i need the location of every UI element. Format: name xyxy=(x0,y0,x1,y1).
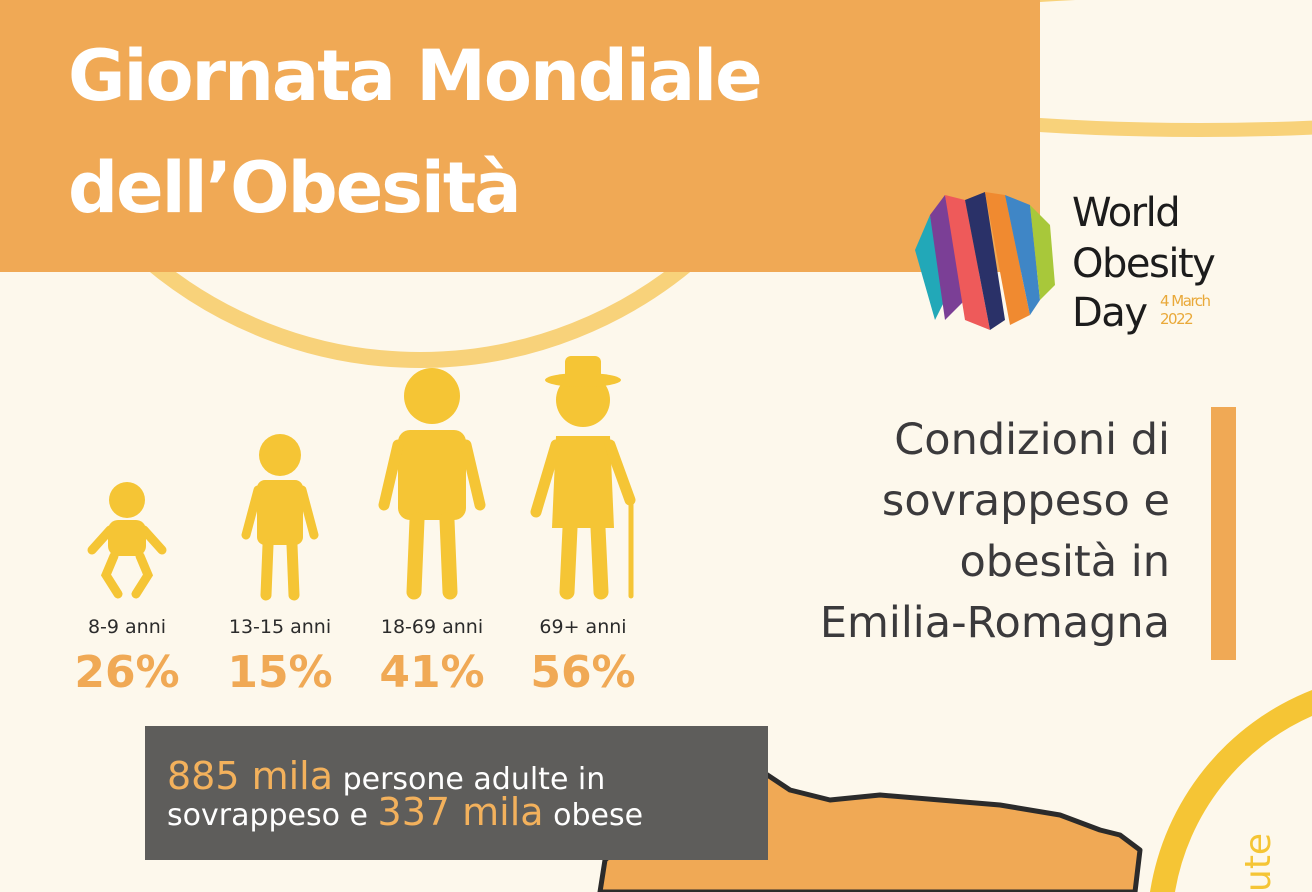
age-label: 69+ anni xyxy=(539,616,626,638)
header-band xyxy=(0,0,1040,272)
figures xyxy=(87,356,636,601)
age-label: 13-15 anni xyxy=(229,616,331,638)
age-value: 56% xyxy=(530,647,635,698)
arc xyxy=(1150,690,1312,892)
subtitle: sovrappeso e xyxy=(882,476,1170,526)
accent-bar xyxy=(1211,407,1236,660)
stat-text: sovrappeso e xyxy=(167,798,368,833)
age-value: 26% xyxy=(74,647,179,698)
stat-box xyxy=(145,726,768,860)
subtitle: obesità in xyxy=(960,537,1171,587)
stat-line: 885 mila persone adulte in xyxy=(167,754,605,798)
logo-text: World xyxy=(1072,190,1179,236)
logo-text: Obesity xyxy=(1072,241,1215,287)
logo-date: 2022 xyxy=(1160,310,1193,328)
logo-date: 4 March xyxy=(1160,292,1211,310)
side-text: ute xyxy=(1238,833,1279,892)
title: dell’Obesità xyxy=(68,147,520,229)
stat-text: obese xyxy=(553,798,643,833)
subtitle: Condizioni di xyxy=(894,415,1170,465)
age-label: 18-69 anni xyxy=(381,616,483,638)
stat-highlight: 337 mila xyxy=(378,790,544,834)
subtitle: Emilia-Romagna xyxy=(820,598,1170,648)
age-value: 15% xyxy=(227,647,332,698)
title: Giornata Mondiale xyxy=(68,35,761,117)
logo-text: Day xyxy=(1072,290,1147,336)
age-label: 8-9 anni xyxy=(88,616,166,638)
stat-text: persone adulte in xyxy=(343,762,606,797)
stat-highlight: 885 mila xyxy=(167,754,333,798)
age-value: 41% xyxy=(379,647,484,698)
arc xyxy=(0,0,844,368)
logo-mark xyxy=(915,192,1055,330)
stat-line: sovrappeso e 337 mila obese xyxy=(167,790,643,834)
